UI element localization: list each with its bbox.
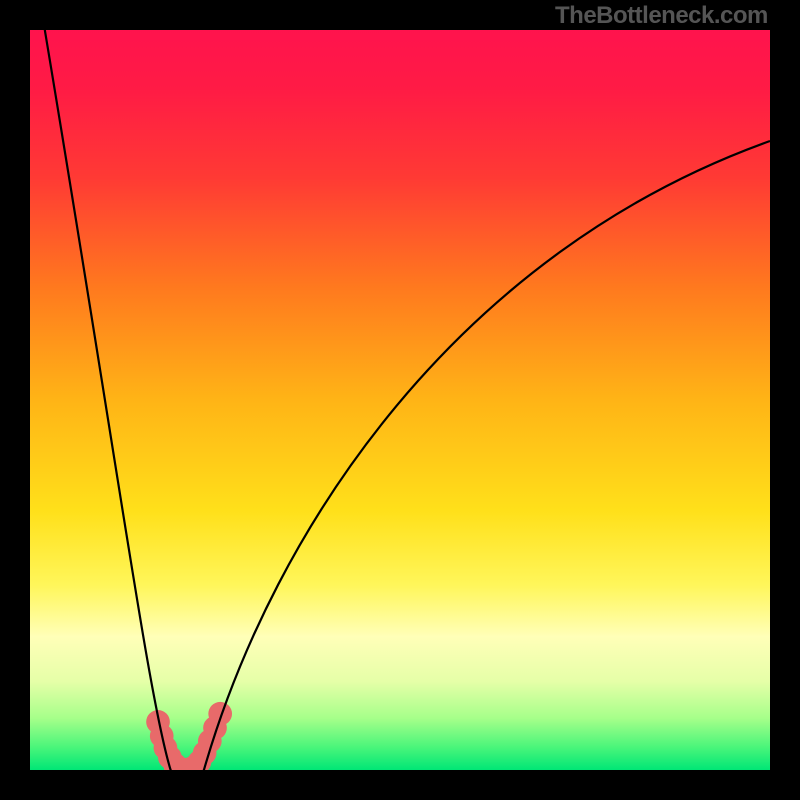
plot-svg-layer	[0, 0, 800, 800]
bottleneck-curve	[45, 30, 770, 784]
